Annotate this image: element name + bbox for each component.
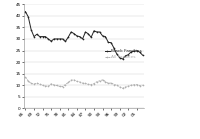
Black Families (76, 35, 78, 37)
Black Families (41, 36, 44, 37)
Black Families (96, 31, 98, 33)
Black Families (107, 42, 109, 43)
Black Families (30, 29, 32, 30)
Black Families (130, 51, 132, 53)
All Families (104, 81, 107, 82)
Black Families (64, 41, 67, 42)
Black Families (73, 33, 75, 34)
Black Families (101, 35, 104, 37)
Black Families (81, 38, 84, 40)
All Families (119, 86, 121, 88)
Black Families (24, 11, 27, 12)
Black Families (136, 50, 138, 52)
All Families (90, 84, 92, 85)
All Families (136, 84, 138, 85)
All Families (84, 83, 87, 84)
All Families (61, 86, 64, 87)
All Families (121, 87, 124, 89)
All Families (116, 84, 118, 86)
All Families (50, 83, 52, 85)
Line: Black Families: Black Families (25, 11, 143, 60)
Black Families (53, 38, 55, 40)
Black Families (27, 16, 29, 18)
Black Families (121, 58, 124, 60)
All Families (73, 79, 75, 81)
All Families (70, 79, 72, 81)
All Families (113, 84, 115, 85)
All Families (67, 82, 69, 83)
All Families (41, 84, 44, 86)
Black Families (59, 38, 61, 40)
All Families (139, 85, 141, 87)
Black Families (104, 36, 107, 37)
Black Families (84, 31, 87, 33)
All Families (56, 85, 58, 86)
All Families (64, 84, 67, 85)
All Families (130, 84, 132, 86)
Black Families (127, 54, 129, 55)
All Families (79, 81, 81, 83)
All Families (101, 79, 104, 81)
All Families (93, 83, 95, 85)
Black Families (87, 33, 89, 35)
All Families (39, 83, 41, 85)
Black Families (50, 40, 52, 42)
Black Families (133, 50, 135, 52)
Black Families (61, 38, 64, 40)
All Families (96, 81, 98, 83)
Legend: Black Families, All Families: Black Families, All Families (105, 49, 142, 59)
All Families (141, 84, 144, 86)
All Families (99, 80, 101, 82)
All Families (124, 86, 127, 88)
All Families (36, 82, 38, 84)
Black Families (47, 38, 49, 40)
All Families (59, 86, 61, 87)
All Families (127, 85, 129, 87)
Black Families (36, 33, 38, 35)
All Families (107, 83, 109, 84)
All Families (133, 84, 135, 86)
All Families (24, 76, 27, 78)
Black Families (39, 36, 41, 37)
All Families (110, 82, 112, 84)
Black Families (124, 55, 127, 57)
Black Families (99, 31, 101, 33)
All Families (27, 80, 29, 82)
All Families (53, 84, 55, 86)
Black Families (119, 57, 121, 59)
Black Families (90, 36, 92, 38)
Black Families (93, 30, 95, 32)
Black Families (67, 36, 69, 38)
Black Families (141, 54, 144, 56)
Black Families (79, 36, 81, 37)
All Families (47, 86, 49, 87)
Black Families (113, 47, 115, 49)
All Families (81, 82, 84, 84)
All Families (76, 80, 78, 82)
Black Families (70, 31, 72, 33)
Black Families (116, 53, 118, 55)
Black Families (44, 36, 47, 37)
All Families (44, 85, 47, 87)
All Families (30, 83, 32, 84)
Black Families (56, 38, 58, 40)
All Families (87, 84, 89, 85)
Black Families (110, 42, 112, 44)
Black Families (139, 51, 141, 53)
All Families (33, 83, 35, 85)
Line: All Families: All Families (25, 76, 143, 89)
Black Families (33, 36, 35, 37)
